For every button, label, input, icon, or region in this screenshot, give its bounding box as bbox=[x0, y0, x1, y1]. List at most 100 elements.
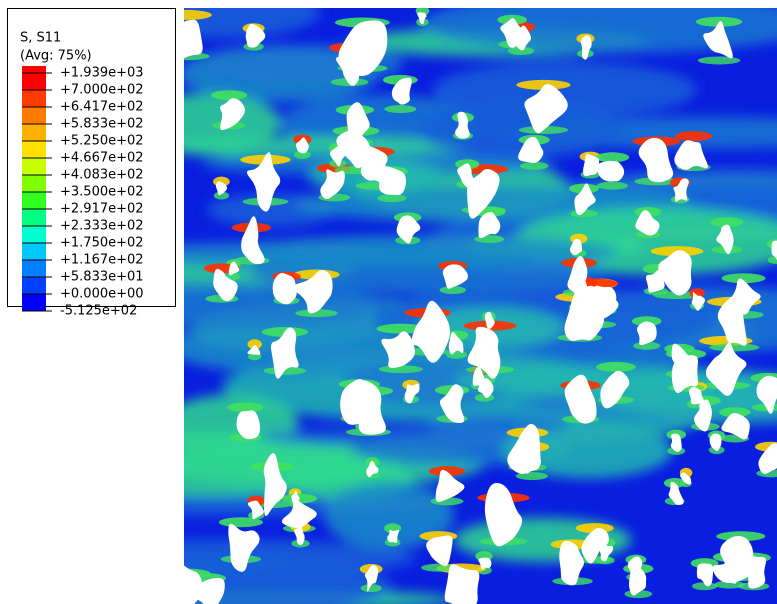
color-swatch bbox=[22, 175, 46, 192]
halo bbox=[227, 402, 264, 413]
void bbox=[396, 215, 421, 244]
scale-label: +5.833e+02 bbox=[60, 117, 144, 132]
halo bbox=[184, 9, 212, 20]
scale-label: +6.417e+02 bbox=[60, 100, 144, 115]
void bbox=[484, 482, 523, 547]
halo bbox=[652, 291, 702, 300]
scale-label: +3.500e+02 bbox=[60, 185, 144, 200]
void bbox=[439, 384, 465, 424]
void bbox=[457, 163, 474, 188]
void bbox=[228, 523, 260, 572]
halo bbox=[595, 152, 630, 163]
void bbox=[627, 556, 643, 578]
void bbox=[596, 160, 625, 182]
void bbox=[417, 12, 427, 25]
void bbox=[329, 145, 347, 167]
scale-label: +4.083e+02 bbox=[60, 168, 144, 183]
void bbox=[559, 540, 585, 586]
void bbox=[270, 327, 299, 379]
halo bbox=[709, 343, 760, 352]
color-swatch bbox=[22, 90, 46, 107]
scale-label: +5.250e+02 bbox=[60, 134, 144, 149]
halo bbox=[247, 339, 262, 350]
void bbox=[564, 374, 597, 424]
halo bbox=[695, 16, 743, 27]
void bbox=[444, 564, 480, 604]
scale-label: +1.939e+03 bbox=[60, 66, 144, 81]
void bbox=[696, 563, 714, 587]
color-swatch bbox=[22, 124, 46, 141]
void bbox=[281, 497, 317, 529]
void bbox=[364, 564, 379, 592]
void bbox=[320, 169, 345, 200]
void bbox=[478, 212, 501, 239]
void bbox=[518, 136, 544, 164]
scale-label: +5.833e+01 bbox=[60, 270, 144, 285]
void bbox=[705, 342, 747, 396]
halo bbox=[721, 273, 766, 284]
halo bbox=[439, 286, 466, 295]
void bbox=[340, 378, 379, 425]
void bbox=[600, 370, 630, 409]
color-swatch bbox=[22, 294, 46, 311]
void bbox=[184, 565, 204, 604]
color-swatch bbox=[22, 158, 46, 175]
void bbox=[213, 268, 238, 302]
halo bbox=[263, 366, 307, 375]
scale-label: -5.125e+02 bbox=[60, 304, 137, 319]
halo bbox=[210, 90, 248, 101]
scale-label: +1.167e+02 bbox=[60, 253, 144, 268]
scale-label: +2.333e+02 bbox=[60, 219, 144, 234]
void bbox=[472, 367, 485, 386]
halo bbox=[719, 407, 751, 418]
halo bbox=[384, 105, 417, 114]
halo bbox=[596, 361, 636, 372]
void bbox=[580, 35, 592, 60]
void bbox=[636, 321, 657, 346]
void bbox=[442, 264, 469, 289]
halo bbox=[515, 472, 548, 481]
scale-label: +1.750e+02 bbox=[60, 236, 144, 251]
halo bbox=[295, 309, 338, 318]
void bbox=[381, 331, 415, 369]
scale-label: +4.667e+02 bbox=[60, 151, 144, 166]
void bbox=[477, 378, 494, 398]
void bbox=[674, 140, 708, 170]
void bbox=[236, 410, 261, 440]
void bbox=[635, 210, 660, 236]
void bbox=[658, 250, 692, 296]
void bbox=[572, 285, 619, 323]
scale-label: +0.000e+00 bbox=[60, 287, 144, 302]
void bbox=[758, 443, 777, 474]
void bbox=[272, 272, 297, 305]
void bbox=[521, 449, 542, 474]
void bbox=[379, 166, 406, 196]
color-swatch bbox=[22, 209, 46, 226]
void bbox=[638, 137, 674, 183]
halo bbox=[421, 563, 456, 572]
void bbox=[387, 529, 400, 543]
color-swatch bbox=[22, 226, 46, 243]
halo bbox=[710, 217, 744, 228]
void bbox=[247, 500, 264, 520]
void bbox=[756, 375, 777, 414]
void bbox=[771, 240, 777, 261]
legend-title: S, S11 bbox=[20, 31, 61, 46]
halo bbox=[293, 150, 311, 159]
halo bbox=[519, 161, 549, 170]
void bbox=[569, 238, 583, 256]
halo bbox=[596, 181, 628, 190]
void bbox=[688, 386, 704, 405]
void bbox=[668, 481, 684, 505]
void bbox=[467, 168, 500, 219]
void bbox=[500, 18, 525, 48]
void bbox=[411, 300, 450, 363]
halo bbox=[767, 255, 777, 264]
void bbox=[484, 311, 495, 329]
void bbox=[467, 326, 501, 379]
void bbox=[478, 557, 492, 570]
void bbox=[245, 23, 266, 48]
void bbox=[338, 20, 388, 76]
